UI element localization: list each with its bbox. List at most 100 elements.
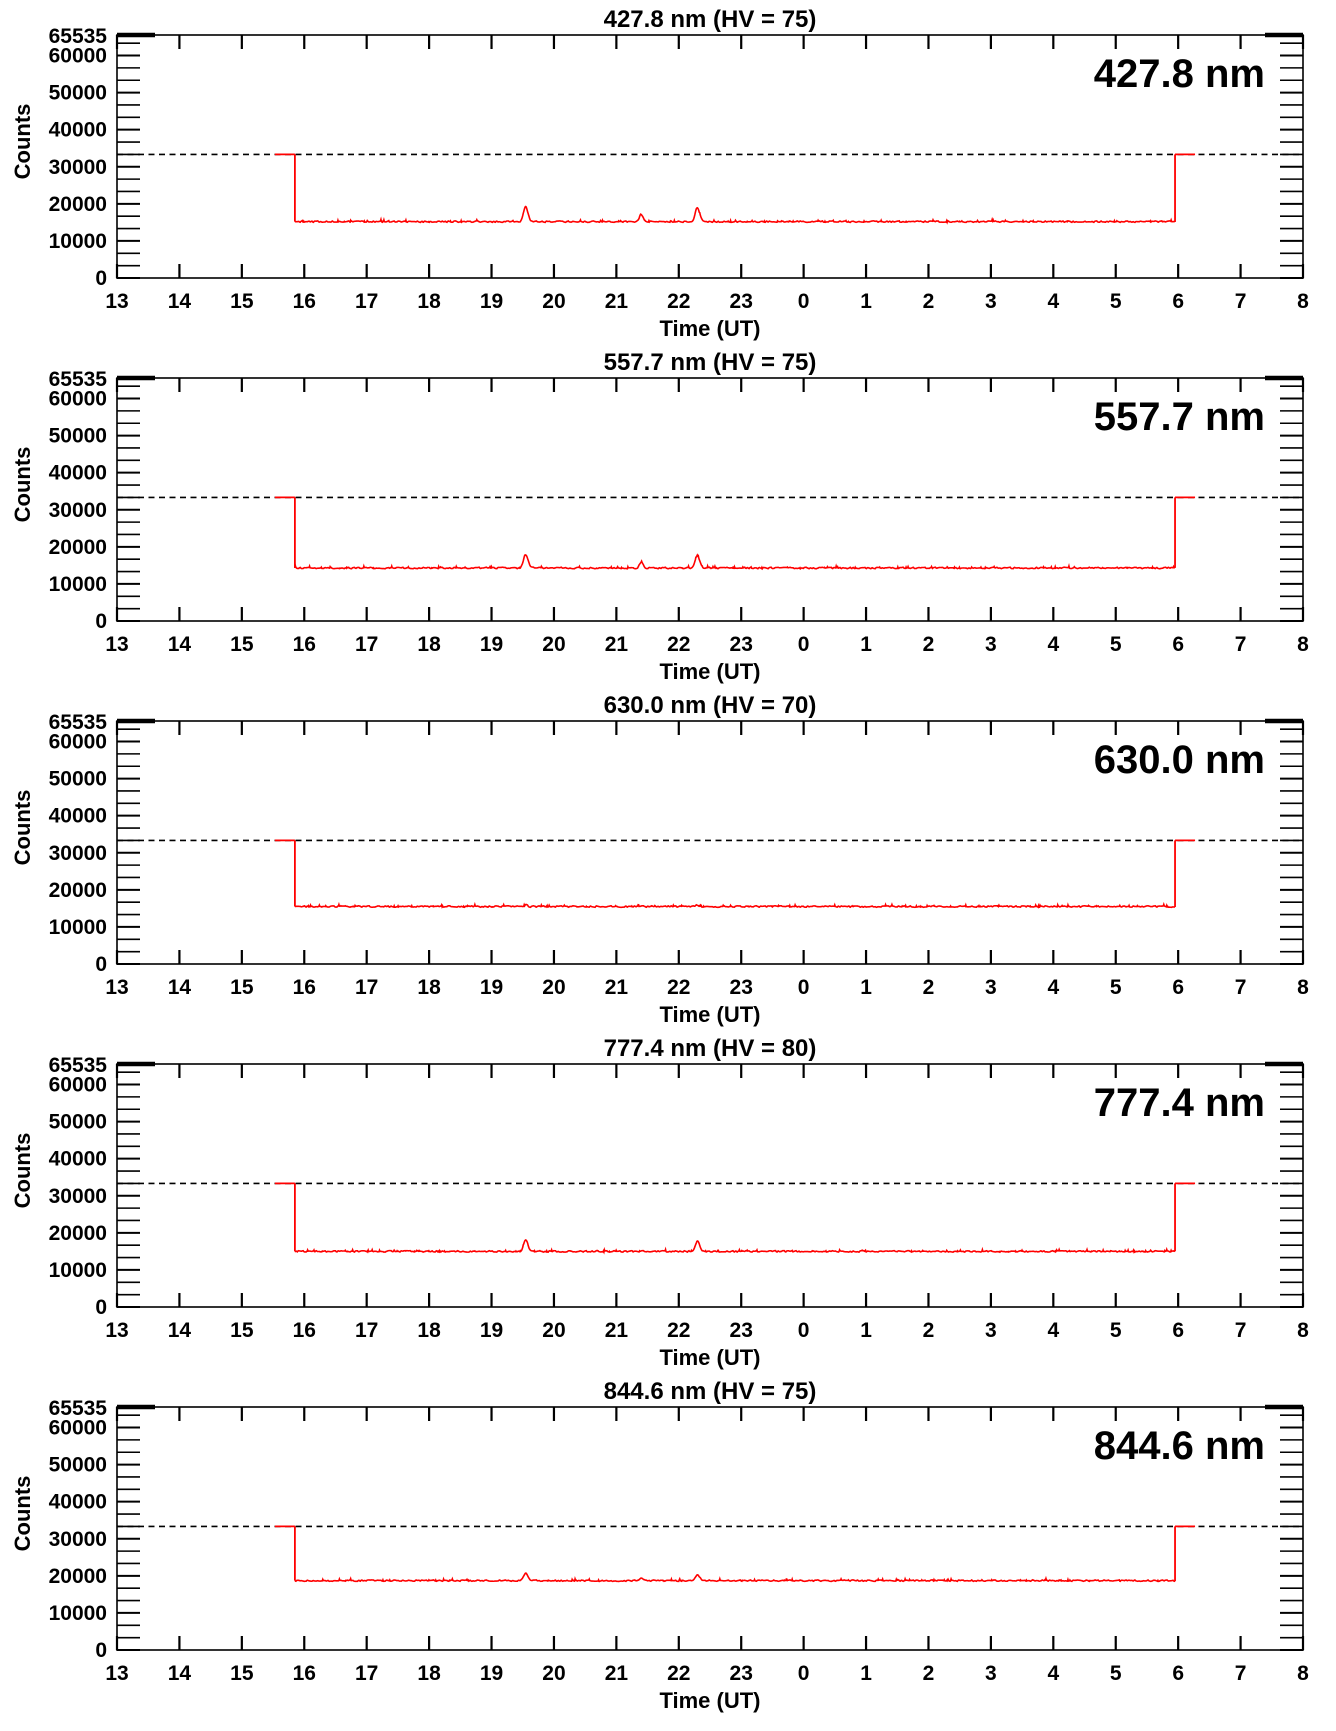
svg-text:21: 21 — [605, 1662, 629, 1685]
svg-text:15: 15 — [230, 290, 254, 313]
svg-text:16: 16 — [293, 290, 316, 313]
svg-text:40000: 40000 — [49, 805, 107, 828]
svg-text:17: 17 — [355, 290, 378, 313]
svg-text:65535: 65535 — [49, 711, 108, 734]
svg-text:40000: 40000 — [49, 1148, 107, 1171]
svg-text:Time (UT): Time (UT) — [659, 1345, 760, 1370]
svg-text:5: 5 — [1110, 290, 1122, 313]
svg-text:5: 5 — [1110, 1662, 1122, 1685]
svg-text:40000: 40000 — [49, 119, 107, 142]
svg-text:23: 23 — [730, 1319, 753, 1342]
svg-text:14: 14 — [168, 290, 192, 313]
svg-text:20: 20 — [542, 290, 565, 313]
svg-text:Counts: Counts — [10, 447, 35, 523]
svg-text:3: 3 — [985, 290, 997, 313]
svg-text:10000: 10000 — [49, 230, 107, 253]
svg-text:2: 2 — [923, 1662, 935, 1685]
svg-text:5: 5 — [1110, 633, 1122, 656]
svg-text:20: 20 — [542, 1319, 565, 1342]
svg-text:4: 4 — [1047, 1662, 1059, 1685]
svg-text:30000: 30000 — [49, 156, 107, 179]
svg-text:30000: 30000 — [49, 499, 107, 522]
svg-text:40000: 40000 — [49, 462, 107, 485]
svg-text:0: 0 — [798, 1662, 810, 1685]
svg-text:20: 20 — [542, 633, 565, 656]
svg-text:13: 13 — [105, 1662, 128, 1685]
svg-text:844.6 nm: 844.6 nm — [1094, 1424, 1265, 1468]
svg-text:15: 15 — [230, 1319, 254, 1342]
svg-text:8: 8 — [1297, 290, 1309, 313]
svg-text:13: 13 — [105, 633, 128, 656]
svg-text:1: 1 — [860, 290, 872, 313]
svg-text:Time (UT): Time (UT) — [659, 1688, 760, 1713]
svg-text:65535: 65535 — [49, 1054, 108, 1077]
svg-text:17: 17 — [355, 633, 378, 656]
svg-text:1: 1 — [860, 1662, 872, 1685]
svg-text:17: 17 — [355, 1662, 378, 1685]
svg-text:7: 7 — [1235, 1662, 1247, 1685]
svg-text:16: 16 — [293, 1319, 316, 1342]
svg-text:8: 8 — [1297, 633, 1309, 656]
svg-text:Counts: Counts — [10, 104, 35, 180]
svg-text:13: 13 — [105, 1319, 128, 1342]
svg-text:18: 18 — [417, 633, 441, 656]
svg-text:7: 7 — [1235, 290, 1247, 313]
svg-text:0: 0 — [95, 953, 107, 976]
svg-text:1: 1 — [860, 976, 872, 999]
svg-text:0: 0 — [798, 633, 810, 656]
svg-text:30000: 30000 — [49, 842, 107, 865]
svg-text:15: 15 — [230, 976, 254, 999]
svg-text:19: 19 — [480, 290, 503, 313]
svg-text:7: 7 — [1235, 633, 1247, 656]
svg-text:Counts: Counts — [10, 1133, 35, 1209]
svg-text:6: 6 — [1172, 1319, 1184, 1342]
svg-text:18: 18 — [417, 1662, 441, 1685]
svg-text:20000: 20000 — [49, 193, 107, 216]
svg-text:14: 14 — [168, 1662, 192, 1685]
svg-text:23: 23 — [730, 1662, 753, 1685]
svg-text:Time (UT): Time (UT) — [659, 316, 760, 341]
svg-text:6: 6 — [1172, 1662, 1184, 1685]
svg-text:1: 1 — [860, 633, 872, 656]
svg-text:Counts: Counts — [10, 790, 35, 866]
svg-text:0: 0 — [798, 1319, 810, 1342]
svg-text:30000: 30000 — [49, 1528, 107, 1551]
svg-text:0: 0 — [798, 976, 810, 999]
svg-text:20000: 20000 — [49, 1565, 107, 1588]
svg-text:21: 21 — [605, 633, 629, 656]
svg-text:6: 6 — [1172, 633, 1184, 656]
svg-text:3: 3 — [985, 1662, 997, 1685]
svg-text:Counts: Counts — [10, 1476, 35, 1552]
svg-text:65535: 65535 — [49, 1397, 108, 1420]
svg-text:3: 3 — [985, 633, 997, 656]
svg-text:30000: 30000 — [49, 1185, 107, 1208]
svg-text:14: 14 — [168, 633, 192, 656]
svg-text:557.7 nm: 557.7 nm — [1094, 395, 1265, 439]
svg-text:2: 2 — [923, 1319, 935, 1342]
svg-text:20000: 20000 — [49, 879, 107, 902]
svg-text:3: 3 — [985, 1319, 997, 1342]
svg-text:427.8 nm (HV = 75): 427.8 nm (HV = 75) — [604, 6, 817, 33]
svg-text:17: 17 — [355, 1319, 378, 1342]
svg-text:Time (UT): Time (UT) — [659, 659, 760, 684]
svg-text:777.4 nm (HV = 80): 777.4 nm (HV = 80) — [604, 1035, 817, 1062]
svg-text:10000: 10000 — [49, 916, 107, 939]
svg-text:16: 16 — [293, 976, 316, 999]
svg-text:18: 18 — [417, 290, 441, 313]
svg-text:23: 23 — [730, 976, 753, 999]
svg-text:21: 21 — [605, 290, 629, 313]
svg-text:10000: 10000 — [49, 573, 107, 596]
svg-text:5: 5 — [1110, 976, 1122, 999]
svg-text:50000: 50000 — [49, 1111, 107, 1134]
svg-text:2: 2 — [923, 976, 935, 999]
svg-text:3: 3 — [985, 976, 997, 999]
svg-text:20000: 20000 — [49, 1222, 107, 1245]
svg-text:1: 1 — [860, 1319, 872, 1342]
svg-text:50000: 50000 — [49, 425, 107, 448]
svg-text:8: 8 — [1297, 1319, 1309, 1342]
svg-text:21: 21 — [605, 1319, 629, 1342]
svg-text:17: 17 — [355, 976, 378, 999]
svg-text:16: 16 — [293, 633, 316, 656]
svg-text:20: 20 — [542, 976, 565, 999]
svg-text:65535: 65535 — [49, 25, 108, 48]
